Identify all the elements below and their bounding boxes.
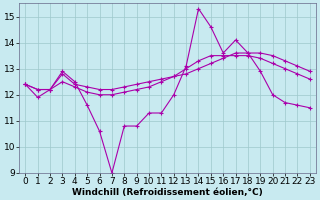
X-axis label: Windchill (Refroidissement éolien,°C): Windchill (Refroidissement éolien,°C) — [72, 188, 263, 197]
